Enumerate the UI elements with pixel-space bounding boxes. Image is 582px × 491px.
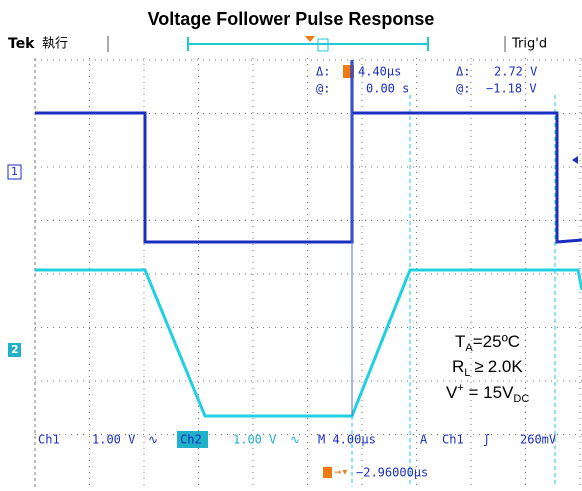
trigger-mode: A (420, 433, 428, 447)
mode: 執行 (42, 36, 68, 52)
ch2-label-box (177, 431, 208, 448)
annotation: RL ≥2.0K (452, 357, 523, 378)
trigger-source: Ch1 (442, 433, 464, 447)
brand: Tek (8, 36, 35, 52)
trigger-slope: ʃ (483, 433, 490, 447)
readout-label: @: (456, 82, 470, 96)
ch2-scale: 1.00 V (233, 433, 276, 447)
title: Voltage Follower Pulse Response (148, 9, 435, 29)
ch1-scale: 1.00 V (92, 433, 135, 447)
annotation: V+ = 15VDC (446, 382, 529, 405)
graticule (35, 58, 582, 489)
timebase: M 4.00µs (318, 433, 376, 447)
readout-value: 2.72 V (494, 65, 537, 79)
ch1-marker-box (7, 164, 22, 180)
trigger-icon (323, 467, 332, 478)
readout-value: 0.00 s (366, 82, 409, 96)
readout-value: 4.40µs (358, 65, 401, 79)
ch2-marker-box (8, 343, 21, 357)
cursor-icon (343, 65, 354, 78)
status: Trig'd (511, 37, 547, 52)
view-window (317, 38, 329, 52)
trigger-position: −2.96000µs (356, 466, 428, 480)
ch1-label: Ch1 (38, 433, 60, 447)
coupling: ∿ (148, 433, 158, 447)
ch1-trace (35, 60, 582, 244)
ch1-offset-marker (572, 156, 578, 164)
readout-label: @: (316, 82, 330, 96)
ch2-marker: 2 (11, 343, 19, 356)
readout-value: −1.18 V (486, 82, 537, 96)
coupling: ∿ (290, 433, 300, 447)
readout-label: Δ: (456, 65, 470, 79)
ch1-marker: 1 (11, 165, 18, 178)
trigger-arrow: →▾ (334, 465, 348, 479)
trigger-arrow (305, 36, 315, 42)
readout-label: Δ: (316, 65, 330, 79)
ch2-label: Ch2 (180, 433, 202, 447)
annotation: TA=25ºC (455, 332, 520, 353)
trigger-level: 260mV (520, 433, 556, 447)
